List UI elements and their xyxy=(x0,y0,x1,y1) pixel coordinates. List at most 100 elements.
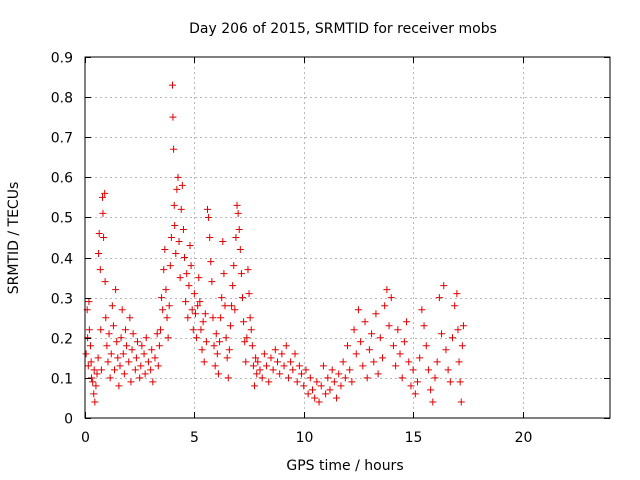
data-point xyxy=(95,250,103,258)
data-point xyxy=(206,234,214,241)
data-point xyxy=(156,326,164,334)
data-point xyxy=(88,374,96,382)
data-point xyxy=(348,378,356,386)
data-point xyxy=(236,246,244,254)
data-point xyxy=(422,342,430,350)
data-point xyxy=(103,342,111,350)
data-point xyxy=(188,306,196,314)
data-point xyxy=(85,298,93,306)
data-point xyxy=(313,378,321,386)
data-point xyxy=(161,246,169,254)
data-point xyxy=(405,358,413,366)
data-point xyxy=(198,346,206,354)
data-point xyxy=(187,262,195,270)
data-point xyxy=(207,258,215,266)
data-point xyxy=(326,386,334,394)
data-point xyxy=(407,382,415,390)
data-point xyxy=(300,382,308,390)
data-point xyxy=(235,225,243,233)
data-point xyxy=(178,181,186,189)
data-point xyxy=(177,205,185,213)
data-point xyxy=(249,362,257,370)
y-tick-label: 0.7 xyxy=(51,131,73,147)
plot-frame xyxy=(84,56,611,419)
data-point xyxy=(317,382,325,390)
data-point xyxy=(291,350,299,358)
data-point xyxy=(214,370,222,378)
y-tick-label: 0.2 xyxy=(51,332,73,348)
data-point xyxy=(276,370,284,378)
data-point xyxy=(256,366,264,374)
data-point xyxy=(222,334,230,342)
y-tick-label: 0.4 xyxy=(51,252,73,268)
data-point xyxy=(210,342,218,350)
data-point xyxy=(213,350,221,358)
data-point xyxy=(240,318,248,326)
data-point xyxy=(253,370,261,378)
data-point xyxy=(455,358,463,366)
data-point xyxy=(209,314,217,322)
data-point xyxy=(99,193,106,201)
data-point xyxy=(396,350,404,358)
data-point xyxy=(442,346,450,354)
data-point xyxy=(159,306,167,314)
data-point xyxy=(278,350,286,358)
data-point xyxy=(224,374,232,382)
data-point xyxy=(101,278,109,286)
data-point xyxy=(271,346,279,354)
data-point xyxy=(252,354,260,362)
data-point xyxy=(163,314,171,322)
data-point xyxy=(363,374,371,382)
data-point xyxy=(440,282,448,290)
data-point xyxy=(158,294,166,302)
data-point xyxy=(263,362,271,370)
data-point xyxy=(387,294,395,302)
data-point xyxy=(372,310,380,318)
data-point xyxy=(302,366,310,374)
data-point xyxy=(90,390,98,398)
data-point xyxy=(265,378,273,386)
data-point xyxy=(449,334,456,342)
data-point xyxy=(239,294,246,302)
data-point xyxy=(141,370,149,378)
y-tick-label: 0 xyxy=(64,412,73,428)
data-point xyxy=(132,354,140,362)
data-point xyxy=(344,342,351,350)
data-point xyxy=(194,302,202,310)
data-point xyxy=(248,342,256,350)
data-point xyxy=(457,398,465,406)
data-point xyxy=(228,302,236,310)
data-point xyxy=(142,334,150,342)
data-point xyxy=(267,354,275,362)
data-point xyxy=(309,386,316,394)
data-point xyxy=(183,270,191,278)
data-point xyxy=(140,350,148,358)
data-point xyxy=(246,314,254,322)
data-point xyxy=(324,374,332,382)
data-point xyxy=(365,346,373,354)
data-point xyxy=(84,362,92,370)
data-point xyxy=(85,326,93,334)
data-point xyxy=(201,310,209,318)
data-point xyxy=(127,378,135,386)
data-point xyxy=(166,262,174,270)
data-point xyxy=(171,221,179,229)
data-point xyxy=(109,322,117,330)
data-point xyxy=(129,330,137,338)
data-point xyxy=(175,238,183,246)
data-point xyxy=(101,189,109,197)
data-point xyxy=(118,306,126,314)
data-point xyxy=(280,362,288,370)
data-point xyxy=(176,274,184,282)
data-point xyxy=(123,342,131,350)
data-point xyxy=(106,374,114,382)
data-point xyxy=(251,382,259,390)
data-point xyxy=(165,302,173,310)
data-point xyxy=(137,362,145,370)
data-point xyxy=(260,350,268,358)
data-point xyxy=(398,374,406,382)
y-tick-label: 0.1 xyxy=(51,372,73,388)
data-point xyxy=(354,306,362,314)
data-point xyxy=(225,346,233,354)
data-point xyxy=(435,294,443,302)
